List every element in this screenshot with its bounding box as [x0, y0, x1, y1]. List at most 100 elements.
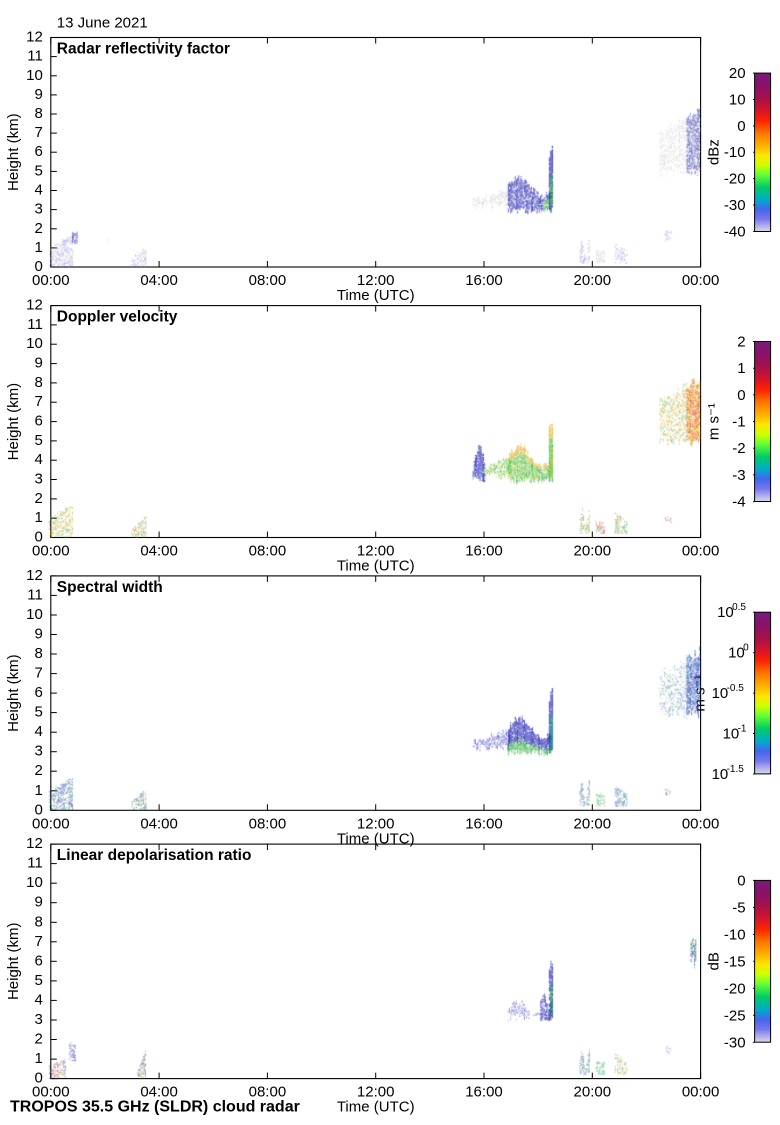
svg-text:Spectral width: Spectral width	[57, 579, 163, 596]
svg-text:m s⁻¹: m s⁻¹	[706, 403, 723, 440]
svg-text:00:00: 00:00	[32, 272, 70, 289]
svg-text:Radar reflectivity factor: Radar reflectivity factor	[57, 41, 230, 58]
svg-text:2: 2	[34, 220, 42, 237]
svg-text:2: 2	[34, 1031, 42, 1048]
svg-text:5: 5	[34, 972, 42, 989]
svg-text:8: 8	[34, 913, 42, 930]
svg-text:20:00: 20:00	[574, 815, 612, 832]
svg-text:-2: -2	[732, 440, 745, 457]
svg-text:3: 3	[34, 743, 42, 760]
svg-text:-4: -4	[732, 494, 745, 511]
svg-text:-0.5: -0.5	[727, 683, 745, 694]
svg-text:00:00: 00:00	[682, 543, 720, 560]
svg-text:4: 4	[34, 991, 42, 1008]
svg-text:5: 5	[34, 162, 42, 179]
svg-text:-25: -25	[724, 1007, 746, 1024]
svg-text:4: 4	[34, 451, 42, 468]
svg-text:TROPOS 35.5 GHz (SLDR) cloud r: TROPOS 35.5 GHz (SLDR) cloud radar	[10, 1099, 300, 1116]
svg-text:-40: -40	[724, 223, 746, 240]
svg-text:12: 12	[26, 297, 43, 314]
svg-text:-20: -20	[724, 980, 746, 997]
svg-text:20: 20	[729, 65, 746, 82]
svg-text:00:00: 00:00	[32, 543, 70, 560]
svg-text:20:00: 20:00	[574, 1084, 612, 1101]
svg-text:Height (km): Height (km)	[5, 923, 22, 1001]
svg-text:Linear depolarisation ratio: Linear depolarisation ratio	[57, 847, 252, 864]
svg-text:08:00: 08:00	[249, 815, 287, 832]
svg-text:04:00: 04:00	[140, 815, 178, 832]
svg-text:-30: -30	[724, 197, 746, 214]
svg-text:10: 10	[26, 67, 43, 84]
svg-text:20:00: 20:00	[574, 272, 612, 289]
svg-text:6: 6	[34, 684, 42, 701]
svg-text:0: 0	[737, 118, 745, 135]
svg-text:12: 12	[26, 567, 43, 584]
svg-text:9: 9	[34, 355, 42, 372]
svg-text:00:00: 00:00	[682, 272, 720, 289]
svg-text:Time (UTC): Time (UTC)	[337, 558, 415, 575]
svg-text:04:00: 04:00	[140, 272, 178, 289]
svg-text:0.5: 0.5	[732, 602, 746, 613]
svg-text:3: 3	[34, 471, 42, 488]
svg-text:11: 11	[27, 48, 43, 65]
svg-text:6: 6	[34, 143, 42, 160]
svg-text:-10: -10	[724, 926, 746, 943]
svg-text:1: 1	[34, 509, 42, 526]
svg-text:-20: -20	[724, 171, 746, 188]
svg-text:1: 1	[34, 239, 42, 256]
svg-text:-1.5: -1.5	[727, 764, 745, 775]
svg-text:5: 5	[34, 704, 42, 721]
svg-text:00:00: 00:00	[32, 815, 70, 832]
svg-text:8: 8	[34, 645, 42, 662]
svg-text:Height (km): Height (km)	[5, 654, 22, 732]
svg-text:10: 10	[26, 335, 43, 352]
svg-text:04:00: 04:00	[140, 543, 178, 560]
svg-text:00:00: 00:00	[682, 1084, 720, 1101]
svg-text:10: 10	[729, 92, 746, 109]
svg-text:-10: -10	[724, 144, 746, 161]
svg-text:16:00: 16:00	[465, 815, 503, 832]
svg-text:7: 7	[34, 933, 42, 950]
svg-text:16:00: 16:00	[465, 272, 503, 289]
svg-text:08:00: 08:00	[249, 543, 287, 560]
svg-text:7: 7	[34, 393, 42, 410]
svg-text:m s⁻¹: m s⁻¹	[692, 675, 709, 712]
svg-text:5: 5	[34, 432, 42, 449]
svg-text:1: 1	[34, 1050, 42, 1067]
svg-text:Height (km): Height (km)	[5, 113, 22, 191]
svg-text:0: 0	[737, 387, 745, 404]
svg-text:08:00: 08:00	[249, 272, 287, 289]
svg-text:00:00: 00:00	[682, 815, 720, 832]
svg-text:9: 9	[34, 894, 42, 911]
svg-text:0: 0	[737, 872, 745, 889]
svg-text:16:00: 16:00	[465, 1084, 503, 1101]
svg-text:Time (UTC): Time (UTC)	[337, 1099, 415, 1116]
svg-text:10: 10	[26, 606, 43, 623]
svg-text:Doppler velocity: Doppler velocity	[57, 309, 178, 326]
svg-text:-15: -15	[724, 953, 746, 970]
svg-text:4: 4	[34, 182, 42, 199]
svg-text:6: 6	[34, 413, 42, 430]
svg-text:dBz: dBz	[706, 139, 723, 165]
svg-text:-1: -1	[738, 724, 747, 735]
svg-text:2: 2	[737, 334, 745, 351]
svg-text:dB: dB	[706, 952, 723, 970]
svg-text:9: 9	[34, 86, 42, 103]
svg-text:2: 2	[34, 762, 42, 779]
svg-text:13 June 2021: 13 June 2021	[57, 15, 148, 32]
svg-text:10: 10	[26, 874, 43, 891]
svg-text:12: 12	[26, 29, 43, 46]
svg-text:8: 8	[34, 105, 42, 122]
svg-text:7: 7	[34, 124, 42, 141]
svg-text:Time (UTC): Time (UTC)	[337, 287, 415, 304]
svg-text:8: 8	[34, 374, 42, 391]
svg-text:1: 1	[737, 360, 745, 377]
svg-text:11: 11	[27, 586, 43, 603]
svg-text:4: 4	[34, 723, 42, 740]
svg-text:0: 0	[743, 643, 749, 654]
svg-text:-1: -1	[732, 414, 745, 431]
svg-text:6: 6	[34, 952, 42, 969]
svg-text:3: 3	[34, 201, 42, 218]
svg-text:1: 1	[34, 782, 42, 799]
svg-text:11: 11	[27, 855, 43, 872]
